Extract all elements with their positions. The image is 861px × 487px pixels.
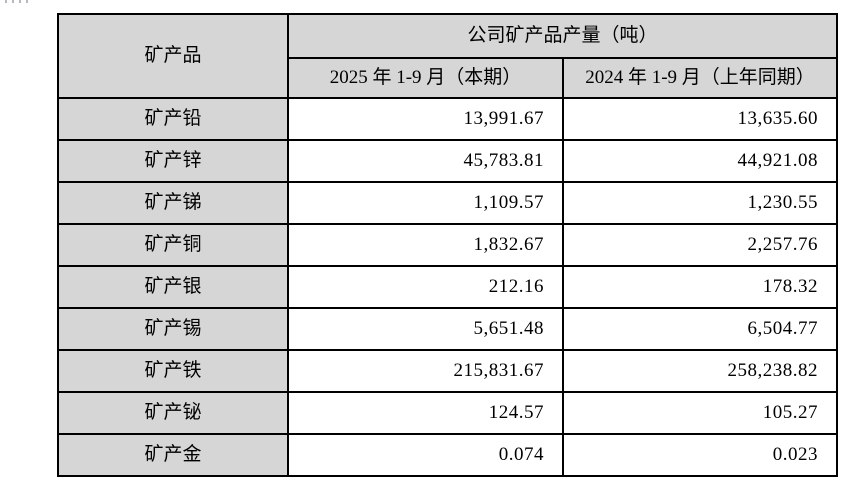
product-label: 矿产银 xyxy=(57,265,289,309)
table-row: 矿产铅 13,991.67 13,635.60 xyxy=(57,97,839,141)
mineral-output-table: 矿产品 公司矿产品产量（吨） 2025 年 1-9 月（本期） 2024 年 1… xyxy=(57,13,839,477)
header-period-current: 2025 年 1-9 月（本期） xyxy=(287,57,564,99)
product-label: 矿产金 xyxy=(57,433,289,477)
product-label: 矿产锡 xyxy=(57,307,289,351)
current-period-value: 1,109.57 xyxy=(287,181,564,225)
product-label: 矿产铋 xyxy=(57,391,289,435)
current-period-value: 5,651.48 xyxy=(287,307,564,351)
table-row: 矿产锑 1,109.57 1,230.55 xyxy=(57,181,839,225)
prior-period-value: 44,921.08 xyxy=(561,139,839,183)
product-label: 矿产铁 xyxy=(57,349,289,393)
current-period-value: 215,831.67 xyxy=(287,349,564,393)
header-period-prior: 2024 年 1-9 月（上年同期） xyxy=(561,57,839,99)
prior-period-value: 13,635.60 xyxy=(561,97,839,141)
prior-period-value: 258,238.82 xyxy=(561,349,839,393)
current-period-value: 124.57 xyxy=(287,391,564,435)
table-row: 矿产铜 1,832.67 2,257.76 xyxy=(57,223,839,267)
product-label: 矿产锌 xyxy=(57,139,289,183)
prior-period-value: 105.27 xyxy=(561,391,839,435)
product-label: 矿产铅 xyxy=(57,97,289,141)
clipped-text-fragment xyxy=(5,0,31,3)
prior-period-value: 1,230.55 xyxy=(561,181,839,225)
table-row: 矿产锌 45,783.81 44,921.08 xyxy=(57,139,839,183)
table-row: 矿产铁 215,831.67 258,238.82 xyxy=(57,349,839,393)
prior-period-value: 0.023 xyxy=(561,433,839,477)
header-row-group: 矿产品 公司矿产品产量（吨） xyxy=(57,13,839,99)
table-row: 矿产银 212.16 178.32 xyxy=(57,265,839,309)
current-period-value: 13,991.67 xyxy=(287,97,564,141)
current-period-value: 212.16 xyxy=(287,265,564,309)
header-row-periods: 2025 年 1-9 月（本期） 2024 年 1-9 月（上年同期） xyxy=(58,57,839,99)
current-period-value: 45,783.81 xyxy=(287,139,564,183)
prior-period-value: 178.32 xyxy=(561,265,839,309)
product-label: 矿产锑 xyxy=(57,181,289,225)
current-period-value: 1,832.67 xyxy=(287,223,564,267)
header-output-group: 公司矿产品产量（吨） xyxy=(286,13,839,59)
prior-period-value: 2,257.76 xyxy=(561,223,839,267)
table-row: 矿产锡 5,651.48 6,504.77 xyxy=(57,307,839,351)
header-product-column: 矿产品 xyxy=(57,13,289,99)
table-row: 矿产金 0.074 0.023 xyxy=(57,433,839,477)
product-label: 矿产铜 xyxy=(57,223,289,267)
table-row: 矿产铋 124.57 105.27 xyxy=(57,391,839,435)
prior-period-value: 6,504.77 xyxy=(561,307,839,351)
current-period-value: 0.074 xyxy=(287,433,564,477)
